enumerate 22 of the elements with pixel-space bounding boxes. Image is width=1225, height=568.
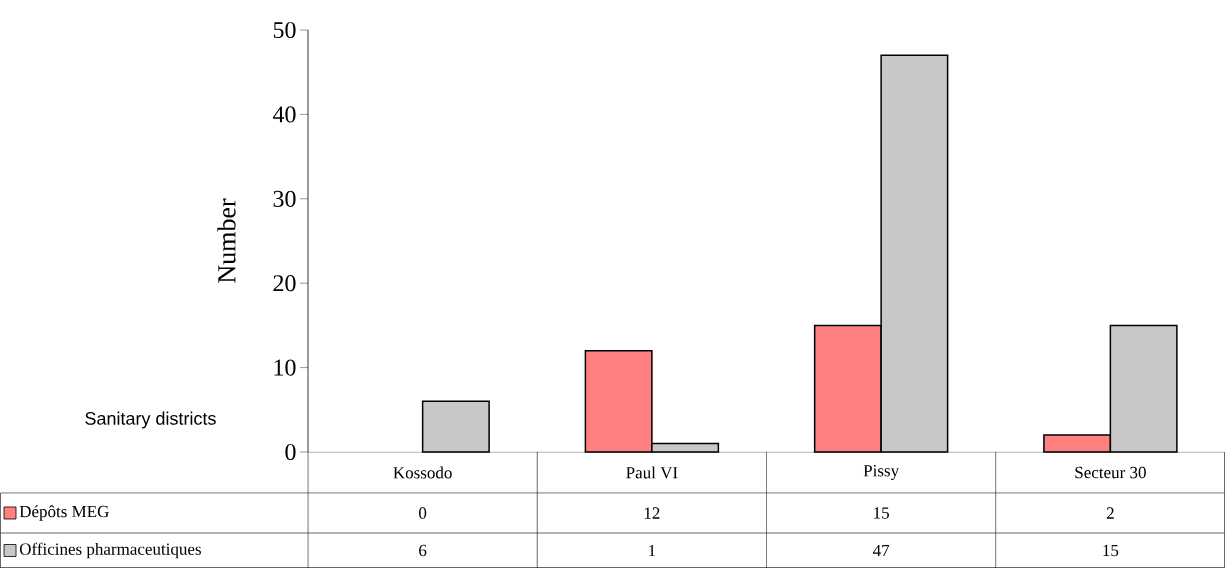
data-label: 6 [419, 544, 427, 557]
data-label: 15 [1103, 544, 1119, 557]
y-tick-label: 10 [274, 359, 296, 376]
data-label: 0 [419, 507, 427, 519]
data-label: 15 [874, 507, 889, 519]
y-tick-label: 30 [273, 190, 296, 207]
x-tick-label: Kossodo [393, 466, 452, 479]
y-tick-label: 20 [273, 275, 296, 292]
x-tick-label: Paul VI [626, 466, 678, 479]
data-label: 12 [644, 507, 660, 519]
x-tick-label: Pissy [863, 465, 900, 480]
x-axis-title: Sanitary districts [85, 411, 216, 429]
data-label: 47 [872, 544, 890, 557]
legend-label: Dépôts MEG [19, 505, 109, 521]
x-tick-label: Secteur 30 [1075, 466, 1146, 479]
y-tick-label: 0 [285, 443, 296, 461]
data-label: 1 [649, 544, 656, 557]
y-axis-title: Number [217, 198, 236, 283]
legend-label: Officines pharmaceutiques [19, 542, 201, 559]
data-label: 2 [1106, 507, 1114, 519]
y-tick-label: 40 [272, 106, 296, 123]
y-tick-label: 50 [273, 21, 296, 39]
